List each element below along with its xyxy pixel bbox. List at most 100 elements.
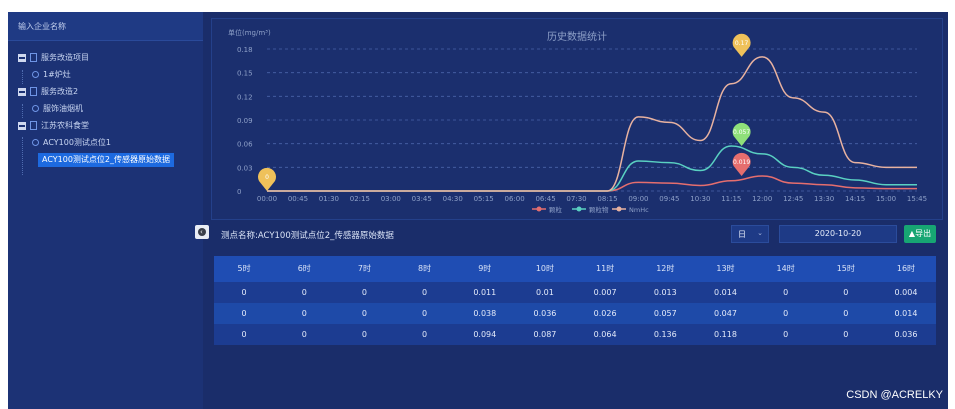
chart-title: 历史数据统计 bbox=[547, 32, 607, 43]
folder-icon bbox=[30, 53, 37, 62]
data-marker-label: 0.019 bbox=[733, 159, 750, 166]
table-cell: 0.094 bbox=[473, 330, 497, 339]
table-cell: 0 bbox=[843, 288, 849, 297]
collapse-toggle-icon[interactable] bbox=[18, 121, 26, 130]
watermark: CSDN @ACRELKY bbox=[846, 389, 943, 401]
tree-node-project2[interactable]: 服务改造2 bbox=[18, 85, 78, 99]
series-line bbox=[266, 56, 917, 192]
x-tick-label: 12:00 bbox=[752, 195, 772, 203]
series-line bbox=[266, 175, 917, 192]
table-cell: 0.036 bbox=[894, 330, 918, 339]
table-header: 5时 6时 7时 8时 9时 10时 11时 12时 13时 14时 15时 16时 bbox=[214, 256, 936, 282]
table-cell: 0.064 bbox=[593, 330, 617, 339]
table-cell: 0 bbox=[361, 309, 367, 318]
tree-connector bbox=[22, 104, 23, 118]
x-tick-label: 00:00 bbox=[257, 195, 277, 203]
folder-icon bbox=[30, 87, 37, 96]
table-cell: 0 bbox=[422, 309, 428, 318]
x-tick-label: 14:15 bbox=[845, 195, 865, 203]
data-marker-label: 0 bbox=[265, 174, 269, 181]
x-tick-label: 15:45 bbox=[907, 195, 927, 203]
chevron-left-icon: ‹ bbox=[200, 228, 203, 236]
period-select[interactable]: 日 ⌄ bbox=[731, 225, 769, 243]
table-cell: 0.026 bbox=[593, 309, 617, 318]
column-header: 12时 bbox=[656, 264, 675, 273]
table-cell: 0 bbox=[301, 288, 307, 297]
y-tick-label: 0.15 bbox=[237, 70, 253, 78]
x-tick-label: 09:45 bbox=[659, 195, 679, 203]
collapse-sidebar-button[interactable]: ‹ bbox=[195, 225, 209, 239]
x-tick-label: 12:45 bbox=[783, 195, 803, 203]
y-tick-label: 0.18 bbox=[237, 46, 253, 54]
legend-dot bbox=[536, 206, 542, 212]
table-cell: 0 bbox=[843, 330, 849, 339]
x-tick-label: 02:15 bbox=[350, 195, 370, 203]
collapse-toggle-icon[interactable] bbox=[18, 87, 26, 96]
column-header: 14时 bbox=[776, 264, 795, 273]
measure-point-title: 测点名称:ACY100测试点位2_传感器原始数据 bbox=[221, 231, 394, 241]
table-cell: 0 bbox=[783, 288, 789, 297]
column-header: 13时 bbox=[716, 264, 735, 273]
table-cell: 0 bbox=[783, 330, 789, 339]
table-cell: 0.01 bbox=[536, 288, 554, 297]
data-marker-pin bbox=[732, 152, 751, 177]
sidebar: 输入企业名称 服务改造项目 1#炉灶 服务改造2 服饰油烟机 江苏农科食堂 AC… bbox=[8, 12, 203, 409]
data-marker-label: 0.17 bbox=[735, 40, 749, 47]
date-picker[interactable]: 2020-10-20 bbox=[779, 225, 897, 243]
tree-node-stove[interactable]: 1#炉灶 bbox=[32, 68, 71, 82]
tree-connector bbox=[22, 137, 23, 175]
column-header: 16时 bbox=[896, 264, 916, 273]
table-cell: 0.036 bbox=[533, 309, 557, 318]
table-body: 0 0 0 0 0.011 0.01 0.007 0.013 0.014 0 0 0.004 0 0 0 0 0… bbox=[214, 282, 936, 345]
tree-node-project[interactable]: 服务改造项目 bbox=[18, 51, 89, 65]
table-cell: 0.014 bbox=[714, 288, 737, 297]
export-button[interactable]: ▲导出 bbox=[904, 225, 936, 243]
tree-node-label: ACY100测试点位2_传感器原始数据 bbox=[42, 155, 171, 164]
legend-label: NmHc bbox=[629, 206, 649, 214]
legend-dot bbox=[616, 206, 622, 212]
table-cell: 0.013 bbox=[653, 288, 677, 297]
data-table: 5时 6时 7时 8时 9时 10时 11时 12时 13时 14时 15时 16时 0 0 0 0 0.01… bbox=[214, 256, 936, 345]
collapse-toggle-icon[interactable] bbox=[18, 53, 26, 62]
table-cell: 0.014 bbox=[894, 309, 918, 318]
tree-node-label: 江苏农科食堂 bbox=[41, 121, 89, 130]
column-header: 6时 bbox=[297, 264, 311, 273]
tree-node-canteen[interactable]: 江苏农科食堂 bbox=[18, 119, 89, 133]
table-cell: 0.047 bbox=[714, 309, 737, 318]
tree-node-label: 服务改造项目 bbox=[41, 53, 89, 62]
app-window: 输入企业名称 服务改造项目 1#炉灶 服务改造2 服饰油烟机 江苏农科食堂 AC… bbox=[8, 12, 948, 409]
tree-connector bbox=[22, 70, 23, 84]
tree-node-label: 服务改造2 bbox=[41, 87, 79, 96]
search-box[interactable]: 输入企业名称 bbox=[8, 12, 203, 41]
measure-info-bar: 测点名称:ACY100测试点位2_传感器原始数据 日 ⌄ 2020-10-20 … bbox=[211, 225, 941, 247]
tree-node-hood[interactable]: 服饰油烟机 bbox=[32, 102, 83, 116]
table-cell: 0 bbox=[301, 309, 307, 318]
y-tick-label: 0.09 bbox=[237, 117, 253, 125]
table-cell: 0.004 bbox=[894, 288, 918, 297]
data-marker-pin bbox=[732, 122, 751, 147]
x-tick-label: 09:00 bbox=[628, 195, 648, 203]
tree-node-label: 服饰油烟机 bbox=[43, 104, 83, 113]
legend-label: 颗粒物 bbox=[589, 205, 609, 214]
point-icon bbox=[32, 71, 39, 78]
table-cell: 0 bbox=[361, 330, 367, 339]
x-tick-label: 07:30 bbox=[566, 195, 586, 203]
table-row: 0 0 0 0 0.011 0.01 0.007 0.013 0.014 0 0 0.004 bbox=[214, 282, 936, 303]
table-cell: 0 bbox=[361, 288, 367, 297]
table-cell: 0 bbox=[241, 309, 247, 318]
x-tick-label: 06:45 bbox=[535, 195, 555, 203]
y-tick-label: 0.03 bbox=[237, 164, 253, 172]
tree-node-point1[interactable]: ACY100测试点位1 bbox=[32, 136, 111, 150]
table-cell: 0 bbox=[843, 309, 849, 318]
table-cell: 0.057 bbox=[653, 309, 677, 318]
table-cell: 0 bbox=[783, 309, 789, 318]
tree-node-point2-selected[interactable]: ACY100测试点位2_传感器原始数据 bbox=[38, 153, 175, 167]
table-cell: 0.038 bbox=[473, 309, 497, 318]
y-tick-label: 0 bbox=[237, 188, 241, 196]
x-tick-label: 08:15 bbox=[597, 195, 617, 203]
chevron-down-icon: ⌄ bbox=[757, 229, 763, 237]
table-cell: 0 bbox=[241, 288, 247, 297]
column-header: 5时 bbox=[237, 264, 251, 273]
table-row: 0 0 0 0 0.038 0.036 0.026 0.057 0.047 0 0 0.014 bbox=[214, 303, 936, 324]
data-marker-label: 0.057 bbox=[733, 129, 750, 136]
